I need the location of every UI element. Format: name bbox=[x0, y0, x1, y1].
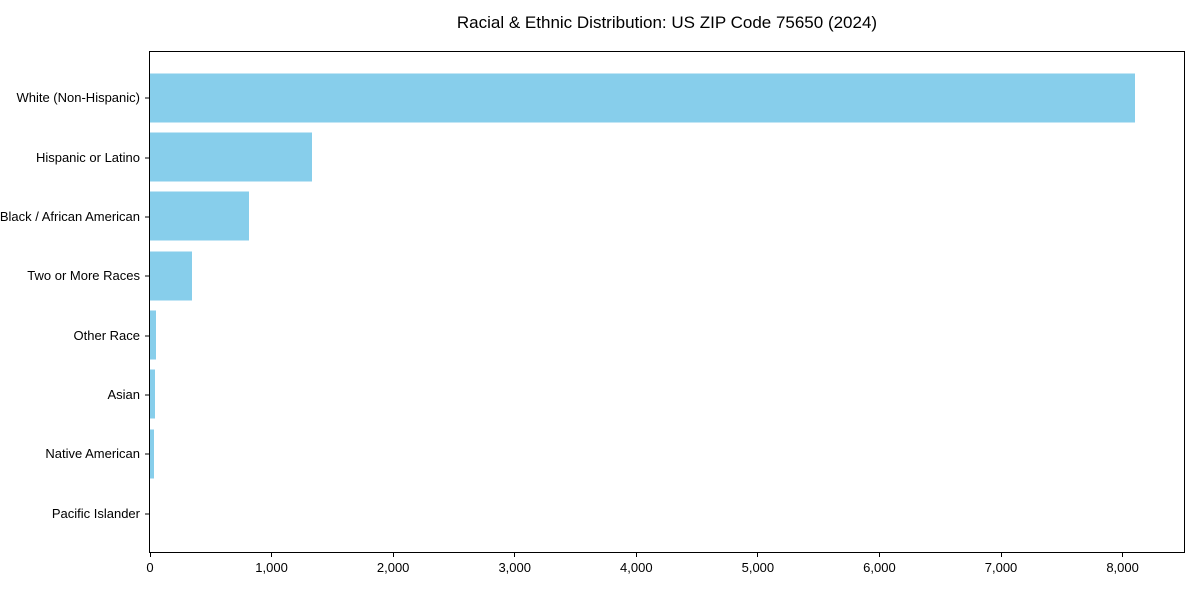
bar bbox=[150, 251, 192, 301]
x-tick-label: 5,000 bbox=[741, 560, 775, 575]
bar-row: Black / African American bbox=[0, 191, 1184, 241]
y-tick-mark bbox=[145, 335, 150, 337]
category-label: Asian bbox=[107, 386, 140, 402]
x-tick-label: 7,000 bbox=[984, 560, 1018, 575]
bar-row: White (Non-Hispanic) bbox=[16, 73, 1184, 123]
x-tick-label: 2,000 bbox=[376, 560, 410, 575]
bar-row: Native American bbox=[45, 429, 1184, 479]
bar bbox=[150, 191, 250, 241]
y-tick-mark bbox=[145, 157, 150, 159]
x-tick-mark bbox=[392, 552, 394, 557]
category-label: Two or More Races bbox=[27, 268, 140, 284]
x-tick-mark bbox=[271, 552, 273, 557]
x-tick-label: 6,000 bbox=[863, 560, 896, 575]
bar bbox=[150, 369, 155, 419]
y-tick-mark bbox=[145, 394, 150, 396]
y-tick-mark bbox=[145, 275, 150, 277]
x-tick-label: 4,000 bbox=[620, 560, 653, 575]
category-label: Hispanic or Latino bbox=[35, 149, 140, 165]
bar bbox=[150, 73, 1135, 123]
plot-area: White (Non-Hispanic) Hispanic or Latino … bbox=[0, 51, 1185, 575]
bar-row: Pacific Islander bbox=[52, 489, 1184, 538]
x-tick-mark bbox=[1000, 552, 1002, 557]
bar-row: Other Race bbox=[74, 310, 1184, 360]
category-label: Other Race bbox=[73, 327, 140, 343]
bar bbox=[150, 310, 157, 360]
x-tick-mark bbox=[514, 552, 516, 557]
x-tick-label: 3,000 bbox=[498, 560, 531, 575]
x-tick-mark bbox=[757, 552, 759, 557]
category-label: Pacific Islander bbox=[51, 505, 140, 521]
y-tick-mark bbox=[145, 97, 150, 99]
y-tick-mark bbox=[145, 453, 150, 455]
x-tick-label: 1,000 bbox=[255, 560, 288, 575]
category-label: Black / African American bbox=[0, 208, 140, 224]
category-label: Native American bbox=[45, 446, 140, 462]
bar bbox=[150, 132, 312, 182]
bar-row: Hispanic or Latino bbox=[36, 132, 1184, 182]
chart-title: Racial & Ethnic Distribution: US ZIP Cod… bbox=[456, 13, 878, 32]
x-tick-label: 0 bbox=[146, 560, 154, 575]
x-tick-mark bbox=[1122, 552, 1124, 557]
bar-row: Two or More Races bbox=[27, 251, 1184, 301]
x-tick-mark bbox=[149, 552, 151, 557]
bar-row: Asian bbox=[107, 369, 1184, 419]
x-tick-label: 8,000 bbox=[1106, 560, 1139, 575]
y-tick-mark bbox=[145, 513, 150, 515]
y-tick-mark bbox=[145, 216, 150, 218]
x-tick-mark bbox=[878, 552, 880, 557]
x-tick-mark bbox=[635, 552, 637, 557]
category-label: White (Non-Hispanic) bbox=[16, 90, 140, 106]
bar bbox=[150, 429, 154, 479]
